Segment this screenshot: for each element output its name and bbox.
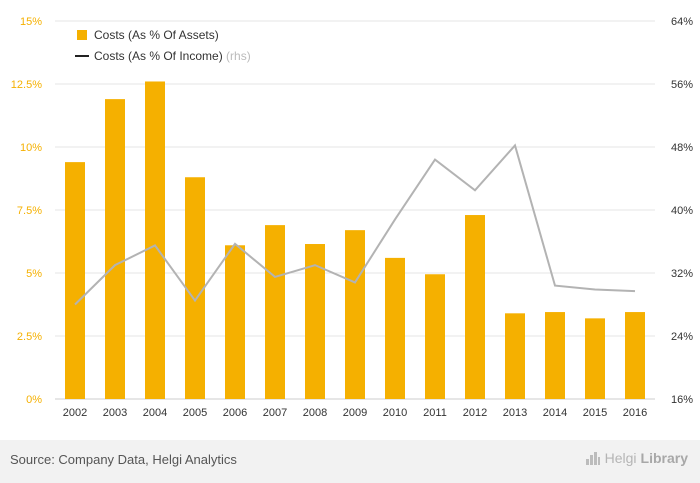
x-tick-label: 2012	[463, 407, 487, 419]
y-left-tick-label: 15%	[20, 16, 42, 28]
legend-swatch-bar	[77, 30, 87, 40]
x-tick-label: 2006	[223, 407, 247, 419]
logo-text-helgi: Helgi	[604, 450, 637, 466]
bar	[465, 215, 485, 399]
bar	[625, 312, 645, 399]
x-tick-label: 2004	[143, 407, 167, 419]
x-tick-label: 2009	[343, 407, 367, 419]
bar	[65, 162, 85, 399]
x-tick-label: 2014	[543, 407, 567, 419]
y-left-tick-label: 12.5%	[11, 79, 42, 91]
line-series-costs-income	[74, 143, 636, 306]
x-tick-label: 2005	[183, 407, 207, 419]
x-tick-label: 2002	[63, 407, 87, 419]
x-tick-label: 2003	[103, 407, 127, 419]
y-right-tick-label: 24%	[671, 331, 693, 343]
x-tick-label: 2015	[583, 407, 607, 419]
x-tick-label: 2011	[423, 407, 447, 419]
footer: Source: Company Data, Helgi Analytics He…	[0, 440, 700, 483]
bar	[305, 244, 325, 399]
y-left-tick-label: 2.5%	[17, 331, 42, 343]
y-right-tick-label: 64%	[671, 16, 693, 28]
bar	[185, 177, 205, 399]
bar	[105, 99, 125, 400]
y-left-tick-label: 10%	[20, 142, 42, 154]
bar	[265, 225, 285, 399]
legend-label-line: Costs (As % Of Income) (rhs)	[94, 49, 251, 63]
combo-chart: 0% 16% 2.5% 24% 5% 32% 7.5% 40% 10% 48% 12.5% 56% 15…	[11, 16, 693, 419]
y-right-tick-label: 56%	[671, 79, 693, 91]
legend-label-bar: Costs (As % Of Assets)	[94, 28, 219, 42]
bar	[585, 318, 605, 399]
bar	[545, 312, 565, 399]
bar	[425, 274, 445, 399]
y-right-tick-label: 40%	[671, 205, 693, 217]
x-tick-label: 2016	[623, 407, 647, 419]
y-right-tick-label: 48%	[671, 142, 693, 154]
bar	[505, 313, 525, 399]
bar	[345, 230, 365, 399]
y-right-tick-label: 32%	[671, 268, 693, 280]
y-right-tick-label: 16%	[671, 394, 693, 406]
y-left-tick-label: 5%	[26, 268, 42, 280]
source-note: Source: Company Data, Helgi Analytics	[10, 452, 237, 467]
x-tick-label: 2008	[303, 407, 327, 419]
bar	[225, 245, 245, 399]
bar	[145, 81, 165, 399]
x-tick-label: 2007	[263, 407, 287, 419]
y-left-tick-label: 0%	[26, 394, 42, 406]
logo-text-library: Library	[640, 450, 688, 466]
building-icon	[585, 452, 600, 465]
y-left-tick-label: 7.5%	[17, 205, 42, 217]
x-tick-label: 2013	[503, 407, 527, 419]
helgi-library-logo[interactable]: Helgi Library	[585, 450, 688, 466]
bar	[385, 257, 405, 399]
x-tick-label: 2010	[383, 407, 407, 419]
